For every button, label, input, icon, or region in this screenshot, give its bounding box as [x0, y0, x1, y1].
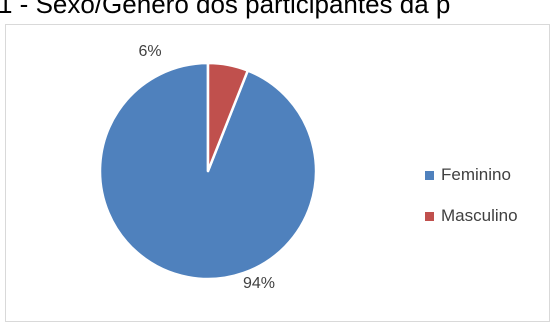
legend-label-masculino: Masculino	[441, 206, 518, 225]
legend: Feminino Masculino	[425, 165, 518, 247]
pie-slices	[98, 61, 318, 281]
data-label-feminino: 94%	[243, 275, 275, 292]
legend-item-feminino: Feminino	[425, 165, 518, 185]
legend-swatch-feminino	[425, 170, 434, 180]
chart-area: 94% 6% Feminino Masculino	[5, 24, 550, 322]
legend-item-masculino: Masculino	[425, 206, 518, 226]
data-label-masculino: 6%	[138, 43, 161, 60]
chart-title: 1 - Sexo/Gênero dos participantes da p	[0, 0, 451, 19]
legend-swatch-masculino	[425, 211, 434, 221]
pie-chart: 94% 6%	[98, 43, 318, 292]
pie-data-labels: 94% 6%	[138, 43, 275, 292]
legend-label-feminino: Feminino	[441, 165, 511, 184]
pie-slice-masculino	[206, 61, 250, 173]
